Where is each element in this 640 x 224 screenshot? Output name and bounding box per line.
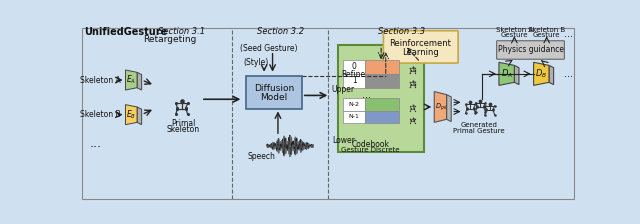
Text: Upper: Upper — [332, 85, 355, 94]
Text: $D_B$: $D_B$ — [535, 68, 547, 80]
Text: 1: 1 — [352, 76, 356, 85]
Text: Learning: Learning — [402, 48, 439, 57]
Polygon shape — [499, 62, 515, 85]
FancyBboxPatch shape — [497, 41, 564, 59]
Text: Gesture: Gesture — [500, 32, 528, 38]
Text: Physics guidance: Physics guidance — [497, 45, 563, 54]
Text: ...: ... — [564, 29, 573, 39]
Text: Skeleton A: Skeleton A — [80, 75, 120, 84]
Text: $E_A$: $E_A$ — [126, 74, 136, 86]
Text: (Seed Gesture): (Seed Gesture) — [240, 44, 298, 53]
Text: Skeleton A: Skeleton A — [496, 27, 533, 33]
Bar — [365, 111, 399, 123]
FancyBboxPatch shape — [383, 31, 458, 63]
Text: Retargeting: Retargeting — [143, 35, 197, 44]
Text: ...: ... — [362, 90, 371, 100]
Text: (Style): (Style) — [244, 58, 269, 67]
Text: Section 3.2: Section 3.2 — [257, 27, 304, 36]
Text: Section 3.1: Section 3.1 — [158, 27, 205, 36]
Polygon shape — [534, 62, 549, 85]
Polygon shape — [137, 72, 141, 90]
Text: Speech: Speech — [248, 152, 276, 161]
Text: N-1: N-1 — [349, 114, 360, 119]
Bar — [365, 74, 399, 88]
Bar — [344, 111, 365, 123]
Bar — [344, 99, 365, 111]
Polygon shape — [125, 105, 137, 125]
Polygon shape — [549, 65, 554, 85]
Text: Primal: Primal — [171, 119, 195, 128]
Text: UnifiedGesture: UnifiedGesture — [84, 26, 167, 37]
Polygon shape — [515, 65, 519, 85]
Text: Gesture: Gesture — [533, 32, 561, 38]
Text: $E_B$: $E_B$ — [126, 108, 136, 121]
Text: N-2: N-2 — [349, 102, 360, 107]
Text: Primal Gesture: Primal Gesture — [453, 128, 505, 134]
Polygon shape — [447, 95, 451, 122]
Text: Model: Model — [260, 93, 288, 102]
Text: Codebook: Codebook — [351, 140, 389, 149]
Polygon shape — [137, 107, 141, 125]
Text: Skeleton: Skeleton — [166, 125, 200, 134]
Text: Gesture Discrete: Gesture Discrete — [341, 147, 399, 153]
Text: Skeleton B: Skeleton B — [528, 27, 565, 33]
Text: Reinforcement: Reinforcement — [390, 39, 451, 48]
Polygon shape — [435, 92, 447, 122]
Text: Generated: Generated — [461, 123, 497, 128]
Text: Skeleton B: Skeleton B — [80, 110, 120, 119]
Bar — [365, 60, 399, 74]
Bar — [246, 76, 302, 108]
Text: ...: ... — [564, 69, 573, 79]
Text: Refine: Refine — [341, 70, 365, 79]
Text: 0: 0 — [352, 62, 356, 71]
Text: ...: ... — [90, 137, 102, 151]
Text: Diffusion: Diffusion — [254, 84, 294, 93]
Bar — [344, 74, 365, 88]
Bar — [365, 99, 399, 111]
Polygon shape — [125, 70, 137, 90]
Bar — [338, 45, 424, 152]
Text: $D_{pri}$: $D_{pri}$ — [435, 101, 448, 113]
Text: Section 3.3: Section 3.3 — [378, 27, 425, 36]
Text: Lower: Lower — [332, 136, 355, 145]
Text: $D_A$: $D_A$ — [500, 68, 513, 80]
Bar — [344, 60, 365, 74]
